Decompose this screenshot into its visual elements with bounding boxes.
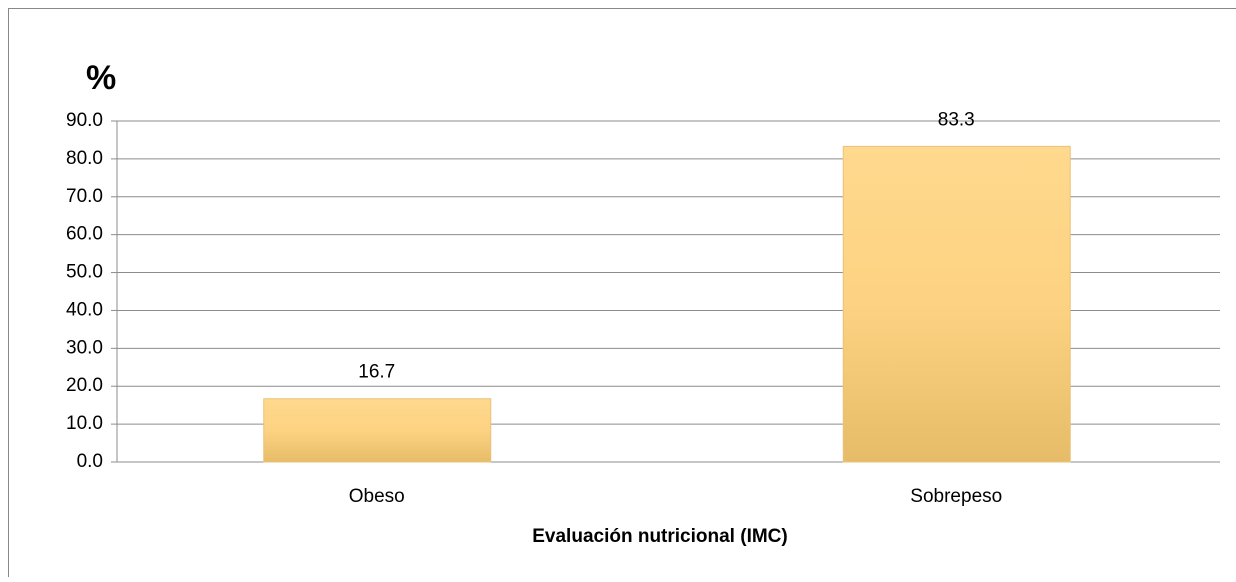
y-tick-label: 40.0 bbox=[66, 299, 103, 320]
x-axis-title: Evaluación nutricional (IMC) bbox=[532, 526, 787, 547]
y-tick-label: 20.0 bbox=[66, 375, 103, 396]
y-tick-label: 30.0 bbox=[66, 337, 103, 358]
y-tick-label: 10.0 bbox=[66, 413, 103, 434]
x-tick-label: Obeso bbox=[349, 486, 405, 507]
data-label: 83.3 bbox=[938, 109, 975, 130]
y-tick-label: 60.0 bbox=[66, 224, 103, 245]
y-tick-label: 50.0 bbox=[66, 262, 103, 283]
x-tick-label: Sobrepeso bbox=[910, 486, 1002, 507]
y-axis-title: % bbox=[86, 59, 116, 97]
y-tick-label: 70.0 bbox=[66, 186, 103, 207]
y-tick-label: 0.0 bbox=[77, 451, 103, 472]
y-tick-label: 90.0 bbox=[66, 110, 103, 131]
data-label: 16.7 bbox=[358, 362, 395, 383]
y-tick-label: 80.0 bbox=[66, 148, 103, 169]
bar bbox=[264, 399, 491, 462]
bar bbox=[843, 146, 1070, 462]
